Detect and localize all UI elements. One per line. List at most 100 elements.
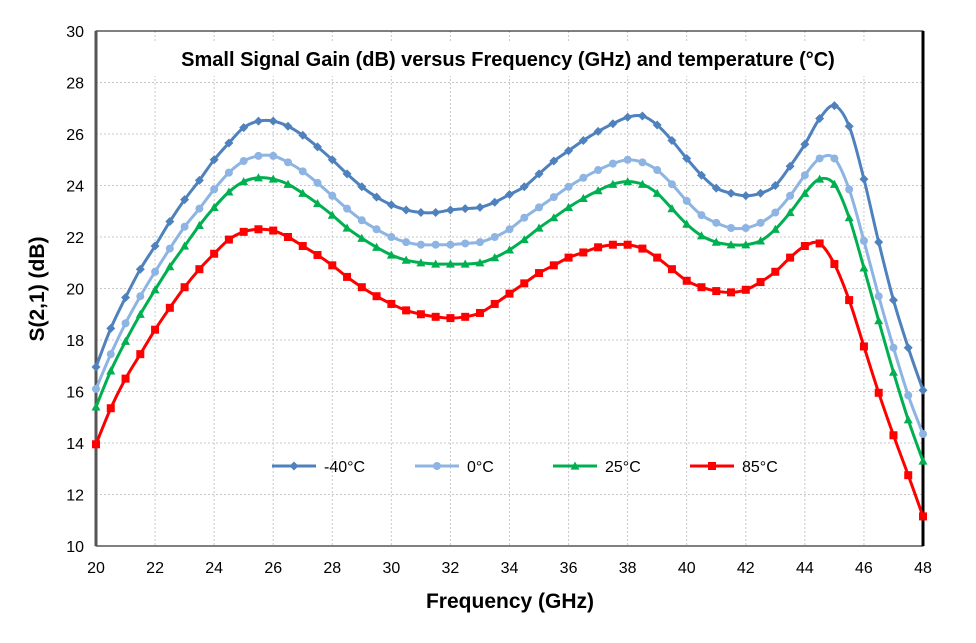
x-tick-label: 22 [146,560,164,577]
data-point-circle [727,223,736,232]
data-point-diamond [460,204,470,214]
data-point-circle [756,218,765,227]
data-point-circle [564,182,573,191]
data-point-circle [653,166,662,175]
data-point-triangle [150,285,160,294]
data-point-circle [490,233,499,241]
data-point-square [682,276,691,285]
data-point-circle [136,292,145,301]
data-point-square [136,350,145,359]
data-point-diamond [372,192,382,202]
data-point-circle [712,218,721,227]
data-point-square [845,296,854,305]
y-tick-label: 20 [66,282,84,299]
data-point-triangle [401,255,411,264]
data-point-diamond [549,156,559,166]
data-point-triangle [608,179,618,188]
data-point-diamond [121,293,131,303]
data-point-triangle [91,402,101,411]
data-point-triangle [918,456,928,465]
data-point-square [121,374,130,383]
data-point-circle [180,222,189,231]
data-point-circle [313,178,322,187]
data-point-diamond [726,188,736,198]
data-point-square [712,287,721,296]
data-point-square [313,251,322,260]
x-tick-label: 34 [501,560,519,577]
data-point-triangle [313,199,323,208]
data-point-square [874,388,883,397]
x-tick-label: 30 [382,560,400,577]
data-point-triangle [253,173,263,182]
data-point-triangle [815,174,825,183]
data-point-circle [343,204,352,213]
data-point-square [446,314,455,323]
data-point-triangle [209,202,219,211]
series-25c [91,173,928,465]
data-point-circle [623,155,632,164]
y-tick-label: 24 [66,179,84,196]
data-point-circle [919,429,927,438]
data-point-diamond [416,208,426,218]
legend-item: 25°C [553,459,641,476]
data-point-triangle [165,262,175,271]
data-point-diamond [593,126,603,136]
legend-label: -40°C [324,459,365,476]
data-point-diamond [180,195,190,205]
data-point-triangle [534,223,544,232]
data-point-square [475,308,484,317]
data-point-circle [535,203,544,212]
data-point-square [815,239,824,248]
data-point-square [904,471,913,480]
data-point-diamond [194,175,204,185]
data-point-square [786,253,795,262]
y-tick-label: 14 [66,436,84,453]
data-point-diamond [313,142,323,152]
data-point-circle [771,208,780,217]
data-point-diamond [741,191,751,201]
data-point-square [623,240,632,249]
data-point-square [372,292,381,301]
data-point-diamond [268,116,278,126]
legend-label: 25°C [605,459,641,476]
data-point-circle [579,173,588,182]
data-point-circle [549,193,558,202]
data-point-square [269,226,278,235]
data-point-square [431,312,440,321]
data-point-diamond [327,155,337,165]
data-point-triangle [593,186,603,195]
y-tick-label: 26 [66,127,84,144]
data-point-diamond [756,188,766,198]
data-point-diamond [401,205,411,215]
title-background [112,42,904,76]
data-point-square [357,283,366,292]
data-point-circle [874,292,883,301]
data-point-square [771,267,780,276]
data-point-diamond [578,135,588,145]
data-point-diamond [637,111,647,121]
data-point-triangle [519,235,529,244]
data-point-diamond [209,155,219,165]
data-point-diamond [770,181,780,190]
data-point-square [697,283,706,292]
data-point-circle [786,191,795,200]
legend-item: 85°C [690,459,778,476]
series--40c [91,101,928,395]
data-point-diamond [490,197,500,207]
data-point-circle [92,384,100,393]
data-point-square [92,440,100,449]
data-point-circle [505,225,514,234]
data-point-diamond [652,120,662,130]
legend-item: 0°C [415,459,494,476]
x-tick-label: 40 [678,560,696,577]
data-point-triangle [682,219,692,228]
data-point-diamond [829,101,839,111]
data-point-triangle [623,177,633,186]
data-point-circle [239,157,248,166]
data-point-triangle [874,316,884,325]
series-0c [92,151,927,438]
data-point-circle [638,158,647,167]
data-point-triangle [652,188,662,197]
y-tick-label: 18 [66,333,84,350]
